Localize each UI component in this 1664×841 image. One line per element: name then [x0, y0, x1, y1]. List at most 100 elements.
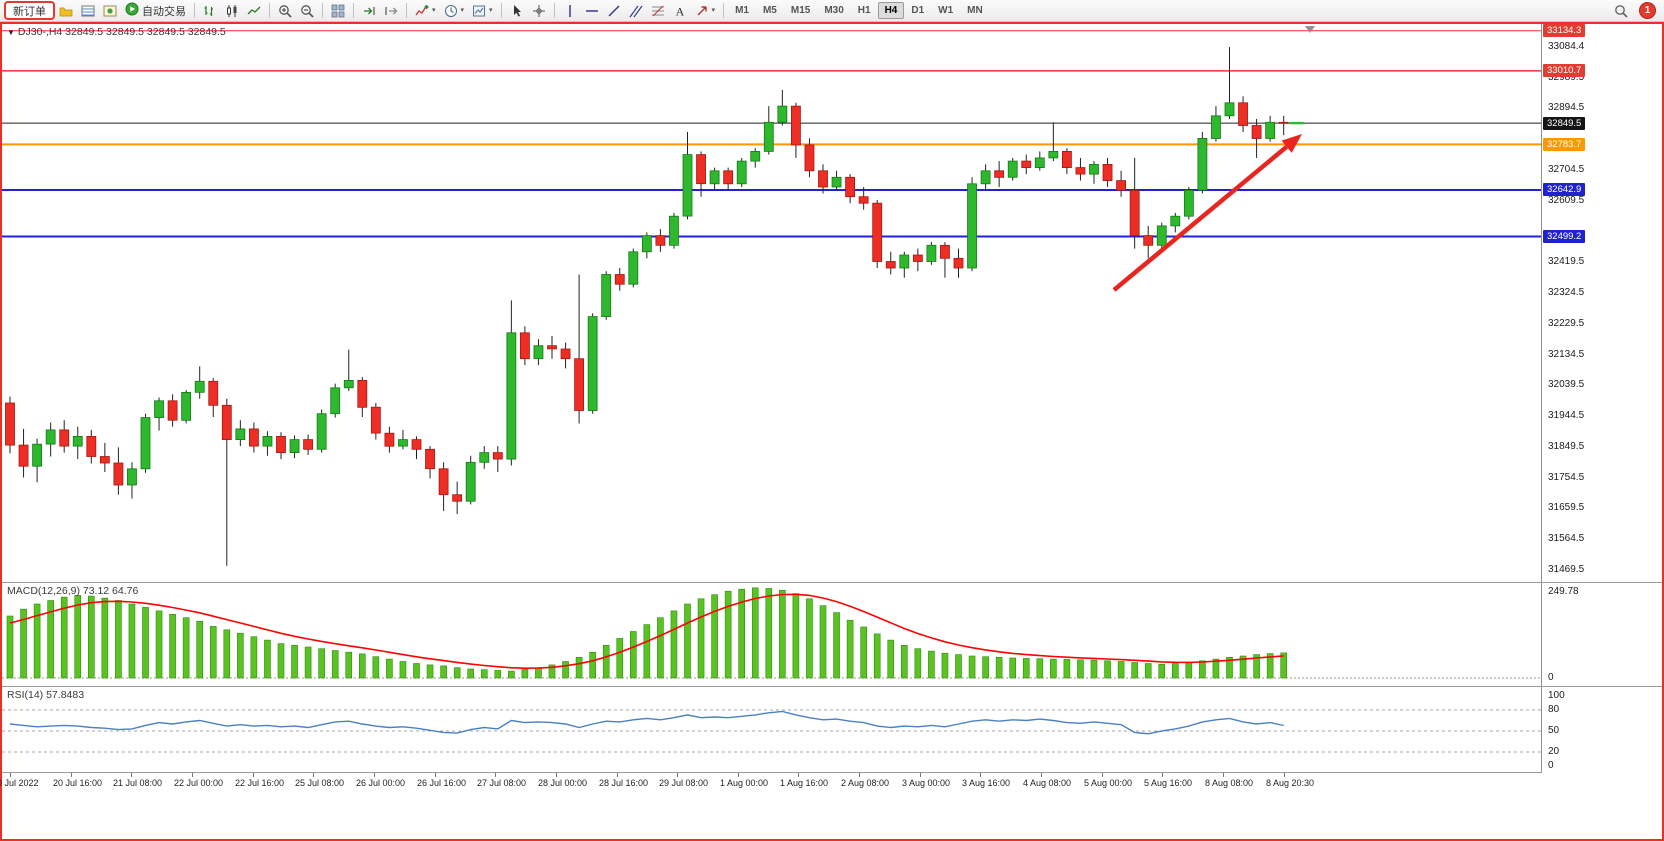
new-order-button[interactable]: 新订单 — [4, 1, 55, 20]
profiles-icon — [59, 7, 73, 16]
timeframe-m15-button[interactable]: M15 — [784, 2, 817, 19]
rsi-pane: RSI(14) 57.8483 100 80 50 20 0 — [2, 686, 1662, 772]
toolbar-separator — [500, 3, 502, 18]
market-watch-button[interactable] — [77, 2, 99, 20]
time-label: 25 Jul 08:00 — [295, 778, 345, 788]
time-tick — [1041, 773, 1042, 777]
macd-chart[interactable] — [2, 583, 1542, 686]
horizontal-line-button[interactable] — [581, 2, 603, 20]
toolbar-separator — [353, 3, 354, 18]
time-label: 26 Jul 00:00 — [356, 778, 406, 788]
time-tick — [192, 773, 193, 777]
timeframe-d1-button[interactable]: D1 — [904, 2, 931, 19]
cursor-button[interactable] — [506, 2, 528, 20]
rsi-chart[interactable] — [2, 687, 1542, 772]
chart-window: ▼ DJ30-,H4 32849.5 32849.5 32849.5 32849.… — [0, 22, 1664, 841]
text-label-button[interactable]: A — [669, 2, 691, 20]
time-label: 22 Jul 00:00 — [174, 778, 224, 788]
time-label: 26 Jul 16:00 — [417, 778, 467, 788]
toolbar-separator — [723, 3, 725, 18]
rsi-level-label: 100 — [1548, 690, 1565, 701]
timeframe-h1-button[interactable]: H1 — [851, 2, 878, 19]
time-label: 27 Jul 08:00 — [477, 778, 527, 788]
chart-header: ▼ DJ30-,H4 32849.5 32849.5 32849.5 32849.… — [7, 26, 226, 38]
price-tick-label: 32989.5 — [1548, 72, 1585, 83]
zoom-in-button[interactable] — [274, 2, 296, 20]
macd-pane: MACD(12,26,9) 73.12 64.76 249.78 0 — [2, 582, 1662, 686]
play-icon — [125, 2, 139, 19]
chart-shift-button[interactable] — [380, 2, 402, 20]
horizontal-line-icon — [585, 9, 598, 12]
arrows-button[interactable]: ▾ — [691, 2, 720, 20]
time-tick — [71, 773, 72, 777]
trendline-button[interactable] — [603, 2, 625, 20]
price-tick-label: 32039.5 — [1548, 379, 1585, 390]
rsi-scale: 100 80 50 20 0 — [1541, 687, 1662, 772]
periods-icon — [444, 4, 457, 17]
timeframe-buttons: M1 M5 M15 M30 H1 H4 D1 W1 MN — [728, 2, 990, 19]
timeframe-h4-button[interactable]: H4 — [877, 2, 905, 19]
rsi-level-label: 80 — [1548, 704, 1560, 715]
equidistant-channel-icon — [629, 5, 643, 17]
crosshair-button[interactable] — [528, 2, 550, 20]
time-label: 3 Aug 00:00 — [902, 778, 951, 788]
time-label: 29 Jul 08:00 — [659, 778, 709, 788]
time-label: 4 Aug 08:00 — [1023, 778, 1072, 788]
candlestick-button[interactable] — [221, 2, 243, 20]
timeframe-m1-button[interactable]: M1 — [728, 2, 756, 19]
price-tick-label: 32609.5 — [1548, 195, 1585, 206]
notifications-badge[interactable]: 1 — [1639, 2, 1656, 19]
price-level-badge: 33010.7 — [1543, 64, 1586, 77]
time-tick — [374, 773, 375, 777]
autotrading-button[interactable]: 自动交易 — [121, 2, 190, 20]
search-button[interactable] — [1610, 2, 1632, 20]
crosshair-icon — [532, 4, 545, 17]
rsi-label: RSI(14) 57.8483 — [7, 689, 85, 701]
tile-windows-button[interactable] — [327, 2, 349, 20]
line-chart-button[interactable] — [243, 2, 265, 20]
time-tick — [495, 773, 496, 777]
text-label-icon: A — [675, 4, 684, 18]
collapse-panel-icon[interactable]: ▼ — [7, 28, 15, 37]
price-level-badge: 32783.7 — [1543, 138, 1586, 151]
price-scale[interactable]: 33084.4 32989.5 32894.5 32704.5 32609.5 32419… — [1541, 24, 1662, 582]
price-level-badge: 33134.3 — [1543, 24, 1586, 37]
indicators-icon — [415, 4, 429, 15]
price-tick-label: 31849.5 — [1548, 441, 1585, 452]
candlestick-chart[interactable] — [2, 24, 1542, 582]
price-tick-label: 32324.5 — [1548, 287, 1585, 298]
equidistant-channel-button[interactable] — [625, 2, 647, 20]
timeframe-m30-button[interactable]: M30 — [817, 2, 850, 19]
auto-scroll-button[interactable] — [358, 2, 380, 20]
time-label: 28 Jul 00:00 — [538, 778, 588, 788]
time-label: 1 Aug 00:00 — [720, 778, 769, 788]
navigator-button[interactable] — [99, 2, 121, 20]
indicators-button[interactable]: ▾ — [411, 2, 440, 20]
trendline-icon — [608, 4, 620, 17]
timeframe-m5-button[interactable]: M5 — [756, 2, 784, 19]
timeframe-mn-button[interactable]: MN — [960, 2, 990, 19]
time-tick — [10, 773, 11, 777]
time-axis[interactable]: 20 Jul 2022 20 Jul 16:00 21 Jul 08:00 22 Ju… — [0, 772, 1542, 795]
vertical-line-button[interactable] — [559, 2, 581, 20]
autotrading-label: 自动交易 — [142, 5, 186, 18]
periods-button[interactable]: ▾ — [440, 2, 469, 20]
toolbar-separator — [553, 3, 555, 18]
bar-chart-button[interactable] — [199, 2, 221, 20]
navigator-icon — [103, 5, 117, 16]
templates-button[interactable]: ▾ — [468, 2, 497, 20]
arrows-icon — [697, 5, 707, 15]
price-tick-label: 32894.5 — [1548, 102, 1585, 113]
candlestick-icon — [227, 4, 237, 17]
time-label: 5 Aug 16:00 — [1144, 778, 1193, 788]
profiles-button[interactable] — [55, 2, 77, 20]
tile-windows-icon — [331, 4, 345, 17]
time-tick — [920, 773, 921, 777]
timeframe-w1-button[interactable]: W1 — [931, 2, 960, 19]
macd-axis-label: 0 — [1548, 672, 1554, 683]
price-level-badge: 32642.9 — [1543, 183, 1586, 196]
fibonacci-button[interactable] — [647, 2, 669, 20]
annotation-arrow — [1112, 145, 1289, 292]
zoom-out-button[interactable] — [296, 2, 318, 20]
macd-scale: 249.78 0 — [1541, 583, 1662, 686]
